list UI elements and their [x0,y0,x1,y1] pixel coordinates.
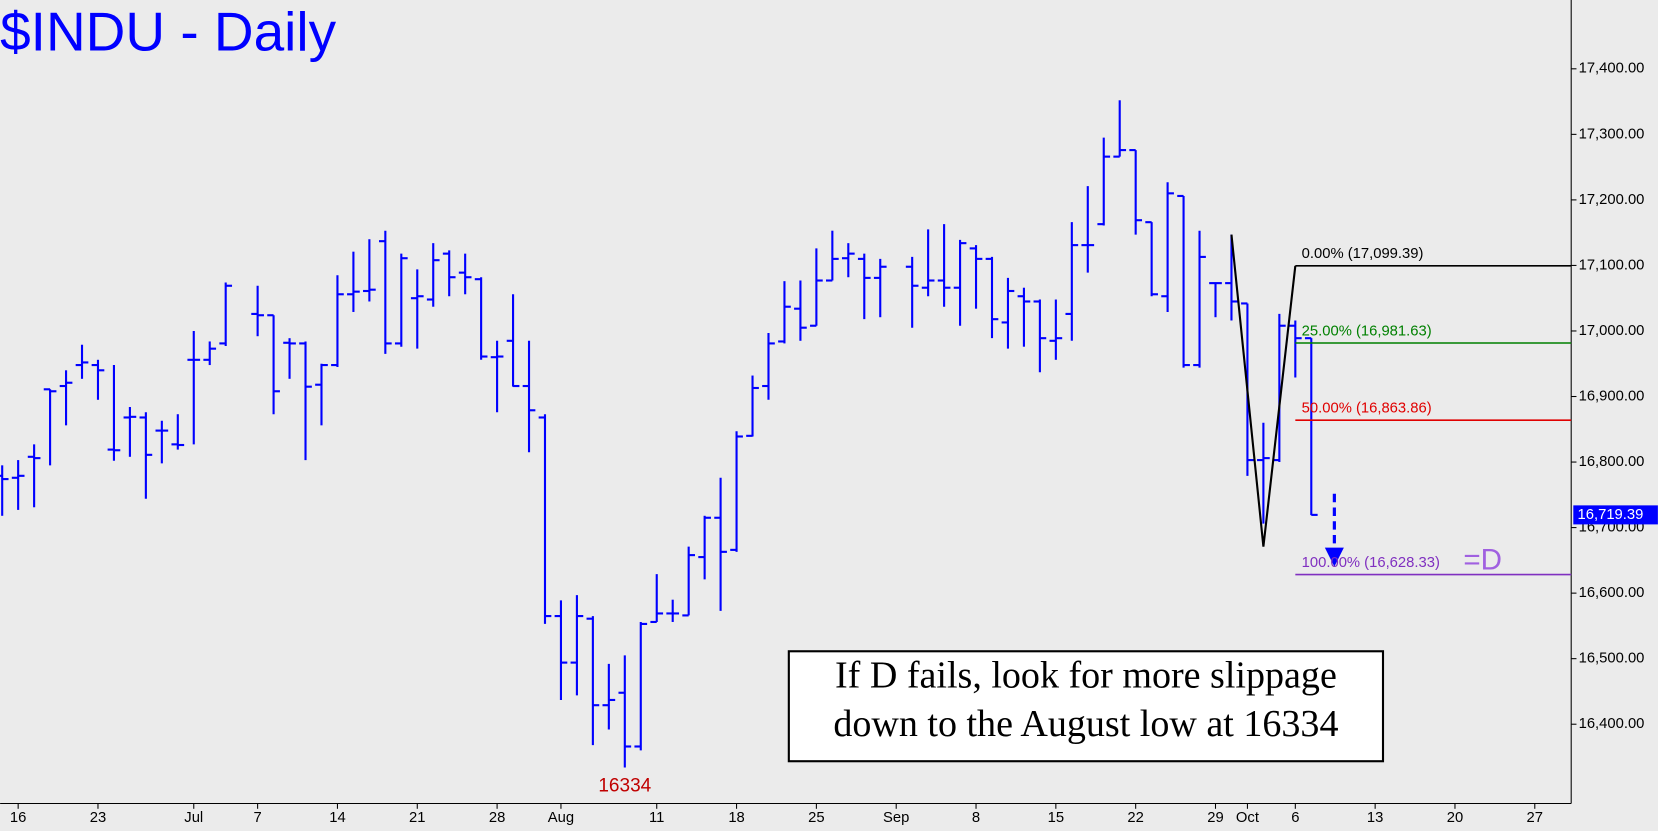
x-tick-label: 20 [1447,810,1463,826]
x-tick-label: 11 [649,810,664,826]
arrow [1324,493,1344,567]
low-label: 16334 [598,776,651,797]
y-tick-label: 17,100.00 [1579,257,1645,273]
y-tick-label: 17,000.00 [1579,323,1645,339]
x-tick-label: Oct [1236,810,1259,826]
x-tick-label: 18 [728,810,744,826]
x-tick-label: 29 [1207,810,1223,826]
x-tick-label: 14 [329,810,345,826]
last-price-label: 16,719.39 [1578,507,1644,523]
fib-label: 0.00% (17,099.39) [1302,246,1424,262]
x-tick-label: 23 [90,810,106,826]
x-tick-label: Aug [548,810,574,826]
pattern [1230,234,1297,547]
x-tick-label: 27 [1527,810,1543,826]
x-tick-label: 6 [1291,810,1299,826]
x-tick-label: Jul [184,810,203,826]
y-tick-label: 16,500.00 [1579,651,1645,667]
x-tick-label: 16 [10,810,26,826]
x-tick-label: 7 [254,810,262,826]
note-box [787,650,1385,763]
x-tick-label: Sep [883,810,909,826]
y-tick-label: 16,900.00 [1579,388,1645,404]
note-line: If D fails, look for more slippage [835,654,1337,696]
y-tick-label: 16,400.00 [1579,716,1645,732]
fib-label: 50.00% (16,863.86) [1302,400,1432,416]
y-tick-label: 17,400.00 [1579,61,1645,77]
target-label: =D [1463,544,1502,577]
fib-label: 100.00% (16,628.33) [1302,555,1440,571]
note-line: down to the August low at 16334 [833,703,1338,745]
last-price-tag [1573,505,1658,525]
x-tick-label: 22 [1127,810,1143,826]
y-tick-label: 17,300.00 [1579,126,1645,142]
x-tick-label: 13 [1367,810,1383,826]
x-tick-label: 28 [489,810,505,826]
x-tick-label: 25 [808,810,824,826]
y-tick-label: 16,800.00 [1579,454,1645,470]
y-tick-label: 17,200.00 [1579,192,1645,208]
fib-label: 25.00% (16,981.63) [1302,323,1432,339]
y-tick-label: 16,600.00 [1579,585,1645,601]
x-tick-label: 8 [972,810,980,826]
chart-title: $INDU - Daily [0,0,336,62]
x-tick-label: 21 [409,810,425,826]
x-tick-label: 15 [1048,810,1064,826]
